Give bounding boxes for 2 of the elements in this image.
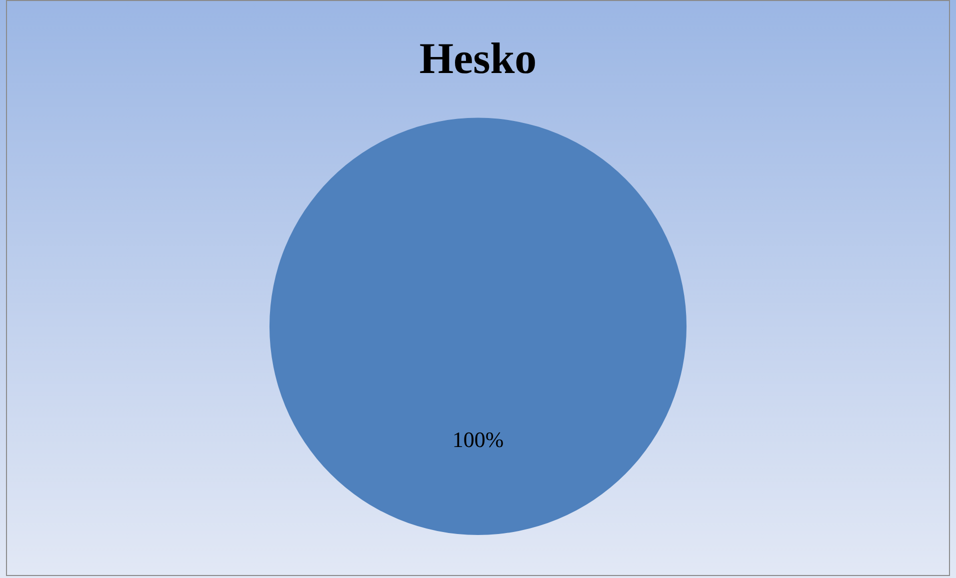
chart-title: Hesko — [419, 34, 537, 83]
data-label: 100% — [452, 426, 504, 452]
